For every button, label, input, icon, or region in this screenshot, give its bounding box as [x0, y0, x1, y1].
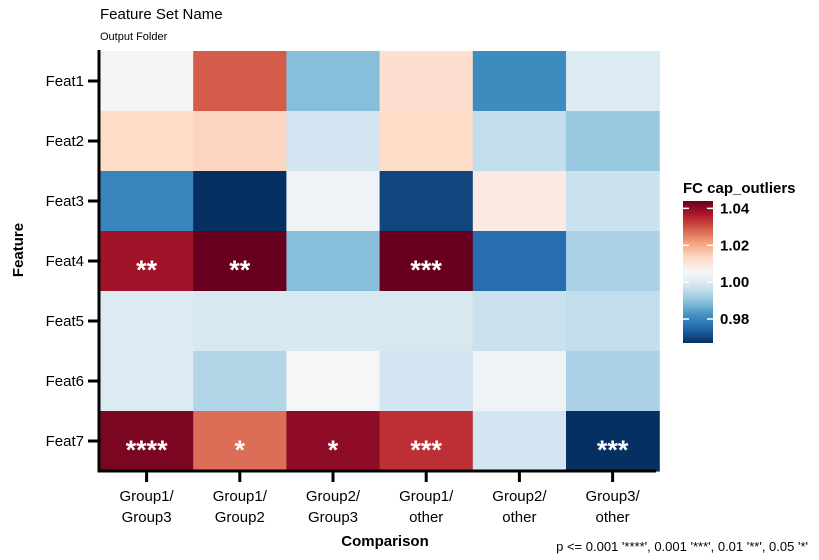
significance-stars: *	[235, 435, 246, 465]
y-tick-label: Feat7	[46, 433, 84, 450]
heatmap-cell-feat6-col6	[566, 351, 660, 412]
y-tick-label: Feat6	[46, 373, 84, 390]
legend-tick-label: 0.98	[720, 311, 749, 328]
significance-stars: **	[136, 255, 158, 285]
heatmap-cell-feat2-col5	[472, 111, 567, 172]
heatmap-cell-feat4-col4	[379, 231, 474, 292]
heatmap-cell-feat2-col6	[566, 111, 660, 172]
heatmap-cell-feat2-col2	[193, 111, 287, 172]
heatmap-cell-feat7-col5	[472, 411, 567, 472]
heatmap-cell-feat4-col6	[566, 231, 660, 292]
heatmap-cell-feat1-col2	[193, 51, 287, 112]
x-tick-label: other	[595, 509, 629, 526]
heatmap-cell-feat6-col3	[286, 351, 381, 412]
x-tick-label: Group3	[122, 509, 172, 526]
heatmap-cell-feat6-col1	[100, 351, 194, 412]
y-tick-label: Feat5	[46, 313, 84, 330]
heatmap-cell-feat5-col2	[193, 291, 287, 352]
legend-title: FC cap_outliers	[683, 180, 796, 197]
heatmap-cell-feat4-col5	[472, 231, 567, 292]
x-tick-label: Group1/	[399, 488, 454, 505]
x-tick-label: Group1/	[119, 488, 174, 505]
heatmap-cell-feat3-col1	[100, 171, 194, 232]
heatmap-cell-feat2-col1	[100, 111, 194, 172]
heatmap-cells	[100, 51, 660, 472]
heatmap-cell-feat7-col3	[286, 411, 381, 472]
heatmap-cell-feat7-col4	[379, 411, 474, 472]
x-tick-label: other	[502, 509, 536, 526]
heatmap-cell-feat6-col5	[472, 351, 567, 412]
heatmap-cell-feat3-col4	[379, 171, 474, 232]
y-tick-label: Feat1	[46, 73, 84, 90]
x-tick-label: Group1/	[213, 488, 268, 505]
x-tick-label: Group2	[215, 509, 265, 526]
significance-caption: p <= 0.001 '****', 0.001 '***', 0.01 '**…	[556, 539, 808, 554]
heatmap-cell-feat1-col4	[379, 51, 474, 112]
heatmap-cell-feat3-col6	[566, 171, 660, 232]
x-tick-label: Group3/	[585, 488, 640, 505]
chart-title: Feature Set Name	[100, 6, 223, 23]
heatmap-cell-feat5-col5	[472, 291, 567, 352]
significance-stars: *	[328, 435, 339, 465]
heatmap-cell-feat5-col6	[566, 291, 660, 352]
heatmap-cell-feat3-col3	[286, 171, 381, 232]
heatmap-cell-feat1-col5	[472, 51, 567, 112]
color-legend: FC cap_outliers 1.04 1.02 1.00 0.98	[683, 180, 796, 343]
significance-stars: ***	[410, 255, 442, 285]
significance-stars: ****	[126, 435, 169, 465]
heatmap-cell-feat4-col3	[286, 231, 381, 292]
x-tick-label: Group3	[308, 509, 358, 526]
legend-ticks: 1.04 1.02 1.00 0.98	[683, 200, 750, 328]
legend-color-bar	[683, 201, 713, 343]
y-tick-label: Feat4	[46, 253, 84, 270]
heatmap-cell-feat3-col5	[472, 171, 567, 232]
heatmap-cell-feat7-col1	[100, 411, 194, 472]
y-axis-title: Feature	[10, 223, 27, 277]
heatmap-cell-feat5-col3	[286, 291, 381, 352]
heatmap-cell-feat1-col1	[100, 51, 194, 112]
heatmap-cell-feat1-col6	[566, 51, 660, 112]
heatmap-cell-feat4-col2	[193, 231, 287, 292]
x-axis: Group1/Group3 Group1/Group2 Group2/Group3 G…	[97, 469, 656, 526]
chart-subtitle: Output Folder	[100, 31, 168, 43]
heatmap-cell-feat7-col2	[193, 411, 287, 472]
x-axis-title: Comparison	[341, 533, 429, 550]
significance-stars: ***	[597, 435, 629, 465]
heatmap-cell-feat6-col4	[379, 351, 474, 412]
heatmap-cell-feat5-col4	[379, 291, 474, 352]
y-tick-label: Feat2	[46, 133, 84, 150]
significance-stars: ***	[410, 435, 442, 465]
heatmap-cell-feat7-col6	[566, 411, 660, 472]
heatmap-cell-feat2-col4	[379, 111, 474, 172]
legend-tick-label: 1.00	[720, 274, 749, 291]
y-axis: Feat1 Feat2 Feat3 Feat4 Feat5 Feat6 Feat7	[46, 50, 101, 472]
heatmap-cell-feat5-col1	[100, 291, 194, 352]
legend-tick-label: 1.02	[720, 237, 749, 254]
legend-tick-label: 1.04	[720, 200, 750, 217]
heatmap-cell-feat4-col1	[100, 231, 194, 292]
x-tick-label: Group2/	[492, 488, 547, 505]
heatmap-cell-feat2-col3	[286, 111, 381, 172]
significance-stars: **	[229, 255, 251, 285]
x-tick-label: other	[409, 509, 443, 526]
significance-labels: ** ** ******* * * *** ***	[126, 255, 629, 465]
heatmap-cell-feat1-col3	[286, 51, 381, 112]
heatmap-cell-feat3-col2	[193, 171, 287, 232]
y-tick-label: Feat3	[46, 193, 84, 210]
x-tick-label: Group2/	[306, 488, 361, 505]
heatmap-cell-feat6-col2	[193, 351, 287, 412]
